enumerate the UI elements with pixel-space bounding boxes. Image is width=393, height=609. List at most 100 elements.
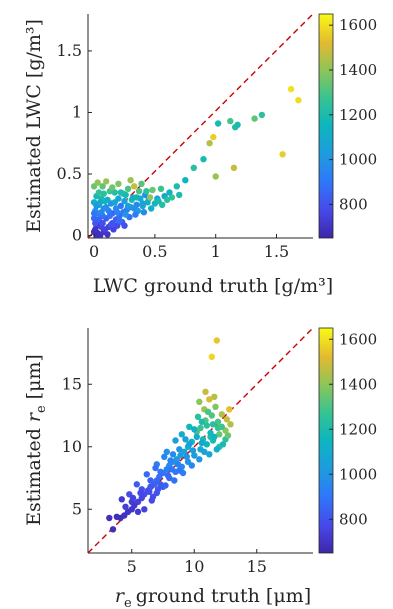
scatter-point	[258, 111, 266, 119]
scatter-point	[121, 222, 128, 229]
scatter-point	[209, 421, 217, 428]
scatter-point	[232, 124, 239, 131]
scatter-point	[182, 177, 189, 184]
scatter-point	[198, 418, 205, 425]
colorbar-tick-label: 800	[339, 510, 368, 528]
scatter-point	[166, 189, 173, 196]
colorbar-tick-label: 1400	[339, 375, 377, 393]
scatter-point	[164, 472, 172, 479]
scatter-point	[182, 436, 189, 443]
scatter-point	[122, 503, 129, 510]
x-tick-label: 0	[89, 242, 99, 261]
scatter-point	[230, 164, 238, 171]
scatter-point	[226, 406, 233, 413]
scatter-point	[111, 199, 119, 206]
scatter-point	[111, 189, 119, 196]
scatter-point	[137, 489, 144, 497]
re-scatter-panel: 5 10 15 5 10 15 re ground truth [μm] Estimate…	[23, 327, 377, 609]
scatter-point	[107, 221, 115, 228]
x-tick-label: 0.5	[142, 242, 167, 261]
scatter-point	[208, 353, 215, 360]
y-tick-label: 5	[72, 499, 82, 518]
scatter-point	[106, 514, 113, 522]
scatter-point	[139, 202, 146, 210]
x-ticks: 0 0.5 1 1.5	[89, 234, 289, 261]
x-tick-label: 1	[211, 242, 221, 261]
scatter-point	[176, 467, 183, 474]
scatter-point	[168, 194, 176, 201]
scatter-point	[138, 180, 145, 187]
scatter-point	[140, 209, 148, 216]
scatter-point	[173, 183, 180, 190]
y-axis-label: Estimated LWC [g/m³]	[23, 19, 45, 233]
scatter-point	[194, 413, 202, 420]
scatter-point	[287, 85, 295, 93]
scatter-point	[157, 185, 165, 192]
scatter-point	[106, 212, 114, 219]
scatter-point	[213, 446, 220, 453]
scatter-point	[109, 184, 116, 191]
scatter-point	[100, 190, 108, 197]
scatter-point	[167, 457, 174, 464]
scatter-point	[198, 439, 205, 447]
scatter-point	[206, 140, 213, 147]
scatter-point	[154, 486, 162, 493]
scatter-point	[227, 117, 234, 125]
scatter-point	[90, 215, 98, 222]
scatter-point	[148, 205, 155, 212]
scatter-point	[206, 451, 213, 458]
x-tick-label: 5	[127, 557, 137, 576]
scatter-point	[227, 421, 234, 428]
scatter-point	[144, 199, 151, 206]
scatter-point	[115, 180, 122, 187]
colorbar-tick-label: 1200	[339, 420, 377, 438]
lwc-scatter-panel: 0 0.5 1 1.5 0 0.5 1 1.5 LWC ground truth [g/m³…	[23, 13, 377, 297]
scatter-point	[200, 156, 207, 163]
scatter-point	[127, 177, 134, 184]
scatter-point	[176, 446, 183, 453]
scatter-point	[196, 398, 203, 405]
scatter-point	[183, 453, 190, 460]
y-tick-label: 0.5	[57, 164, 82, 183]
scatter-point	[157, 481, 164, 488]
scatter-point	[223, 416, 230, 423]
scatter-point	[213, 337, 220, 344]
scatter-point	[219, 441, 227, 448]
scatter-point	[193, 433, 200, 440]
scatter-point	[171, 477, 178, 484]
scatter-point	[104, 196, 111, 203]
scatter-point	[109, 526, 117, 533]
scatter-point	[149, 186, 156, 194]
scatter-point	[188, 462, 195, 469]
scatter-point	[114, 222, 121, 229]
scatter-point	[224, 432, 232, 439]
scatter-point	[202, 388, 209, 395]
scatter-point	[163, 448, 170, 455]
scatter-point	[279, 151, 286, 158]
scatter-point	[210, 133, 217, 141]
y-tick-label: 1.5	[57, 41, 82, 60]
x-ticks: 5 10 15	[127, 549, 267, 576]
colorbar-tick-label: 1600	[339, 16, 377, 34]
colorbar-tick-label: 800	[339, 195, 368, 213]
scatter-point	[163, 196, 171, 203]
scatter-point	[129, 494, 137, 502]
scatter-point	[90, 210, 98, 217]
x-tick-label: 15	[247, 557, 267, 576]
scatter-point	[176, 191, 183, 199]
scatter-point	[174, 461, 182, 468]
scatter-point	[116, 217, 123, 224]
scatter-point	[212, 403, 219, 410]
scatter-point	[114, 209, 121, 216]
scatter-point	[190, 164, 197, 171]
scatter-point	[161, 453, 168, 460]
scatter-point	[189, 447, 197, 454]
scatter-point	[178, 431, 185, 438]
scatter-point	[162, 482, 169, 489]
y-tick-label: 15	[62, 374, 82, 393]
scatter-point	[147, 477, 154, 484]
scatter-point	[118, 496, 126, 503]
scatter-point	[117, 189, 125, 196]
scatter-point	[218, 423, 225, 430]
